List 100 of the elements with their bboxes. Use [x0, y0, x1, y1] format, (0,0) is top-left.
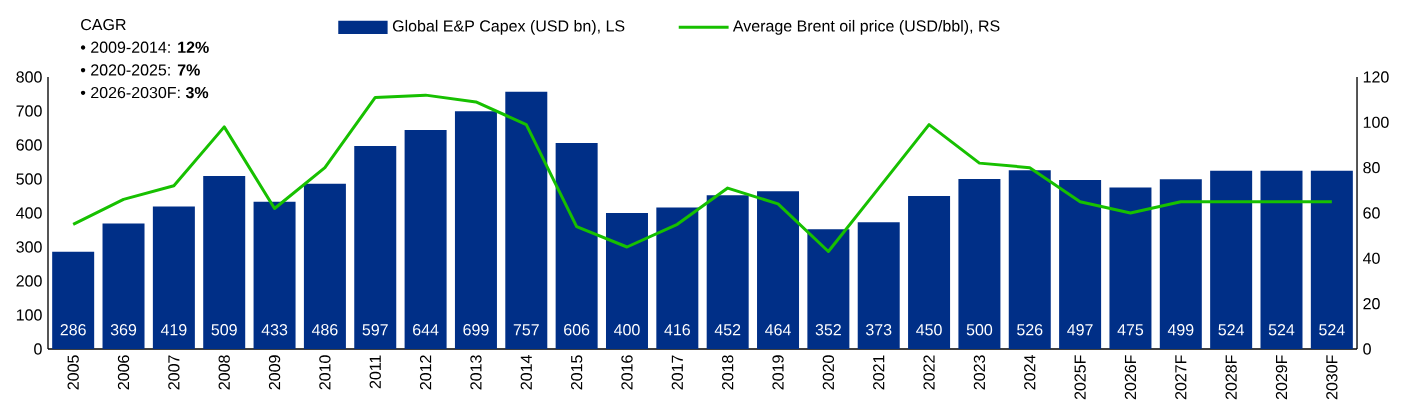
bar	[354, 146, 397, 349]
text: • 2020-2025: 7%	[80, 64, 200, 76]
data-label: 509	[211, 324, 237, 336]
data-label: 464	[765, 324, 791, 336]
x-tick-label: 2022	[923, 355, 935, 390]
y2-tick-label: 80	[1363, 162, 1380, 174]
data-label: 373	[865, 324, 892, 336]
y2-tick-label: 20	[1363, 298, 1380, 310]
y-tick-label: 600	[16, 139, 42, 151]
bar	[303, 183, 346, 349]
data-label: 524	[1319, 324, 1345, 336]
x-tick-label: 2007	[168, 355, 180, 390]
bar	[102, 223, 145, 349]
x-tick-label: 2029F	[1275, 355, 1288, 400]
data-label: 757	[513, 324, 539, 336]
bar	[1260, 170, 1303, 349]
y-tick-label: 400	[16, 207, 42, 219]
text: • 2009-2014: 12%	[80, 41, 209, 53]
y-tick-label: 500	[16, 173, 42, 185]
data-label: 526	[1017, 324, 1043, 336]
x-tick-label: 2028F	[1225, 355, 1237, 400]
legend-label: Global E&P Capex (USD bn), LS	[392, 19, 625, 35]
data-label: 450	[916, 324, 942, 336]
bar	[857, 222, 900, 349]
bar	[505, 91, 548, 349]
bar	[1008, 170, 1051, 349]
bar	[807, 229, 850, 349]
data-label: 699	[463, 324, 489, 336]
data-label: 419	[160, 324, 187, 336]
bar	[404, 130, 447, 349]
data-label: 497	[1067, 324, 1093, 336]
x-tick-label: 2030F	[1326, 355, 1338, 400]
legend-label: Average Brent oil price (USD/bbl), RS	[732, 19, 1000, 35]
bar	[706, 195, 749, 349]
y2-tick-label: 60	[1363, 207, 1380, 219]
data-label: 286	[60, 324, 86, 336]
x-tick-label: 2005	[67, 355, 79, 390]
bar	[958, 179, 1001, 349]
x-tick-label: 2023	[973, 355, 986, 390]
x-tick-label: 2018	[722, 355, 734, 390]
x-tick-label: 2016	[621, 355, 633, 390]
data-label: 352	[815, 324, 841, 336]
y2-tick-label: 40	[1362, 252, 1380, 264]
x-tick-label: 2006	[117, 355, 130, 390]
bar	[656, 207, 699, 349]
bar	[908, 196, 951, 349]
annotation: • 2026-2030F: 3%	[80, 86, 209, 99]
data-label: 369	[110, 324, 137, 336]
bar	[1210, 170, 1253, 349]
x-tick-label: 2010	[319, 355, 331, 390]
x-tick-label: 2021	[873, 355, 885, 390]
x-tick-label: 2027F	[1175, 355, 1187, 400]
y-tick-label: 100	[16, 309, 42, 321]
x-tick-label: 2009	[268, 355, 281, 390]
bar	[152, 206, 195, 349]
x-tick-label: 2011	[369, 355, 381, 389]
data-label: 524	[1218, 324, 1245, 336]
bar	[253, 201, 296, 349]
x-tick-label: 2024	[1024, 355, 1036, 390]
x-tick-label: 2017	[671, 355, 683, 390]
data-label: 452	[714, 324, 741, 336]
data-label: 416	[664, 324, 690, 336]
y2-tick-label: 0	[1363, 343, 1371, 355]
bar	[1109, 187, 1152, 349]
data-label: 606	[564, 324, 590, 336]
x-tick-label: 2026F	[1124, 355, 1137, 400]
x-tick-label: 2008	[218, 355, 230, 390]
bar	[1159, 179, 1202, 349]
x-tick-label: 2020	[822, 355, 835, 390]
data-label: 644	[413, 324, 439, 336]
bar	[1310, 170, 1353, 349]
bar	[52, 251, 95, 349]
bar	[1059, 180, 1102, 349]
data-label: 524	[1268, 324, 1295, 336]
y-tick-label: 0	[34, 343, 42, 355]
bar	[203, 175, 246, 349]
x-tick-label: 2013	[470, 355, 482, 390]
y-tick-label: 800	[16, 71, 42, 83]
x-tick-label: 2019	[772, 355, 784, 390]
data-label: 400	[614, 324, 640, 336]
y-tick-label: 200	[16, 275, 42, 287]
data-label: 486	[311, 324, 338, 336]
bar	[555, 142, 598, 349]
y2-tick-label: 100	[1363, 116, 1389, 128]
data-label: 499	[1167, 324, 1194, 336]
y-tick-label: 700	[16, 105, 42, 117]
data-label: 475	[1117, 324, 1144, 336]
y2-tick-label: 120	[1363, 71, 1389, 83]
data-label: 500	[966, 324, 993, 336]
x-tick-label: 2015	[570, 355, 583, 390]
bar	[757, 191, 800, 349]
x-tick-label: 2025F	[1074, 355, 1086, 400]
data-label: 433	[261, 324, 288, 336]
bar	[454, 111, 497, 349]
data-label: 597	[362, 324, 388, 336]
text: CAGR	[81, 18, 126, 31]
y-tick-label: 300	[16, 241, 42, 253]
x-tick-label: 2012	[419, 355, 432, 390]
x-tick-label: 2014	[520, 355, 532, 390]
bar	[605, 213, 648, 349]
